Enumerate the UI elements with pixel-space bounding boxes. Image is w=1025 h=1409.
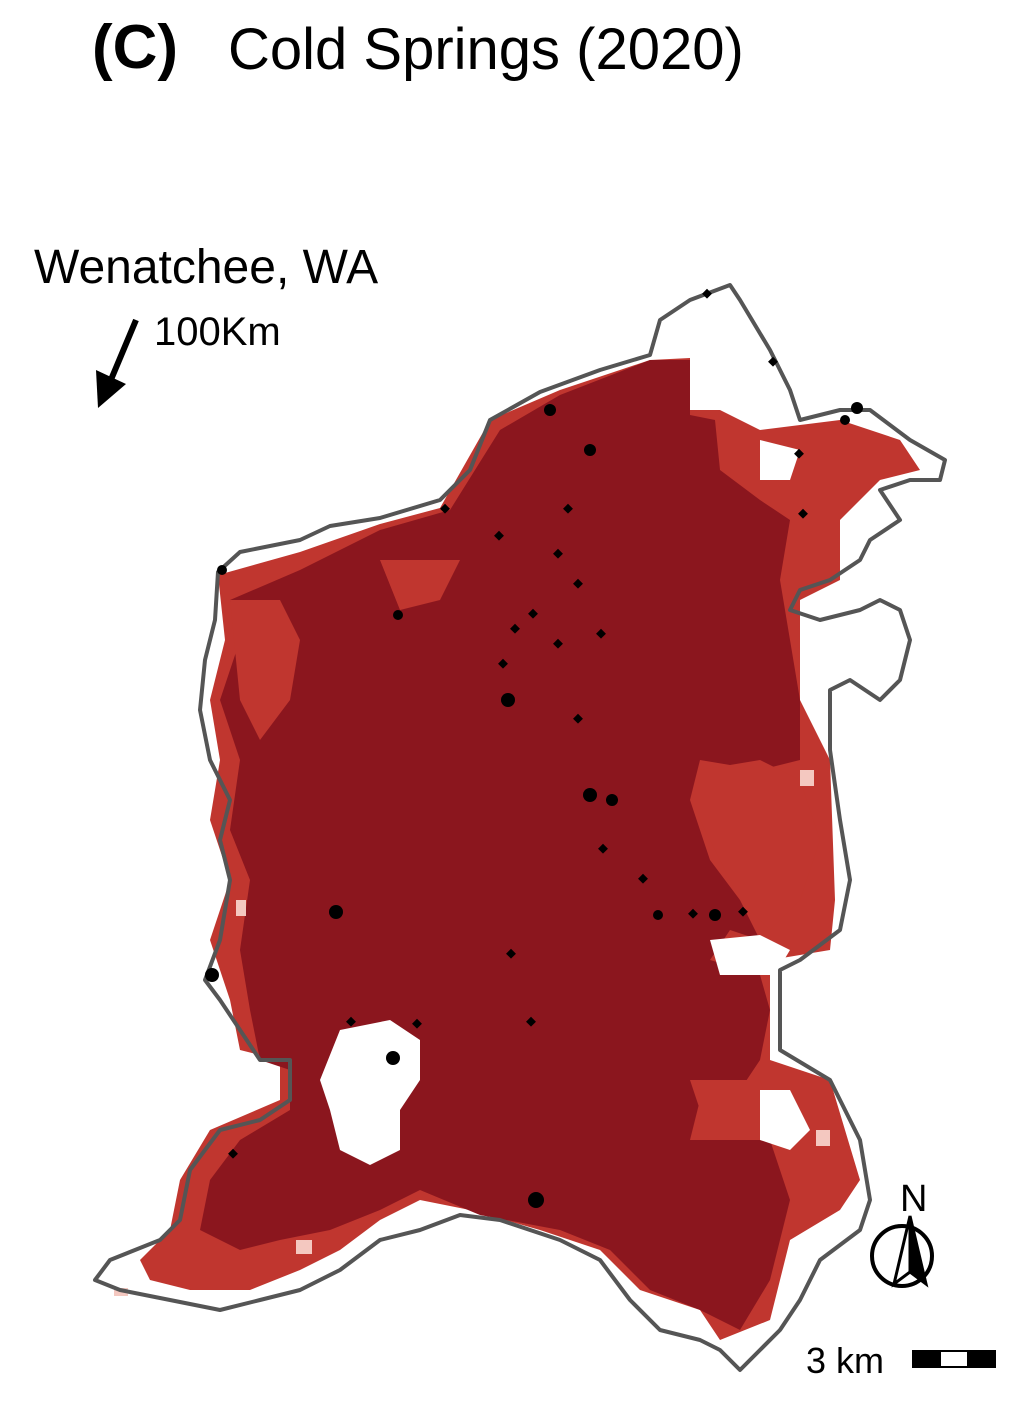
point-marker [440,503,450,514]
point-marker [606,794,618,806]
point-marker [506,948,516,959]
scale-bar-label: 3 km [806,1340,885,1381]
point-marker [702,288,712,299]
point-marker [528,1192,544,1208]
map-title: Cold Springs (2020) [228,17,744,82]
point-marker [528,608,538,619]
point-marker [638,873,648,884]
point-marker [510,623,520,634]
point-marker [794,448,804,459]
point-marker [544,404,556,416]
fire-perimeter [93,283,947,1372]
point-marker [573,713,583,724]
point-marker [709,909,721,921]
point-marker [840,415,850,425]
point-marker [688,908,698,919]
north-arrow-icon [870,1215,934,1288]
point-marker [584,444,596,456]
point-marker [563,503,573,514]
point-marker [598,843,608,854]
point-marker [798,508,808,519]
unburned-patch [710,935,790,975]
point-marker [553,548,563,559]
point-markers [205,288,863,1208]
point-marker [653,910,663,920]
point-marker [393,610,403,620]
low-severity-cell [296,1240,312,1254]
arrow-southwest-icon [96,318,139,408]
point-marker [553,638,563,649]
unburned-patch [760,440,800,480]
low-severity-cell [816,1130,830,1146]
point-marker [205,968,219,982]
point-marker [583,788,597,802]
unburned-patch [760,1090,810,1150]
panel-label: (C) [92,13,179,82]
low-severity-cell [800,770,814,786]
point-marker [596,628,606,639]
point-marker [526,1016,536,1027]
moderate-patch [700,760,820,930]
scale-bar [912,1350,996,1368]
moderate-patch [230,600,300,740]
moderate-patch [690,1080,770,1110]
point-marker [501,693,515,707]
moderate-patch [380,560,460,610]
low-severity-cell [236,900,246,916]
point-marker [386,1051,400,1065]
point-marker [851,402,863,414]
point-marker [573,578,583,589]
reference-distance-label: 100Km [154,310,281,354]
point-marker [217,565,227,575]
point-marker [768,356,778,367]
reference-city-label: Wenatchee, WA [34,241,379,294]
point-marker [738,906,748,917]
north-label: N [900,1178,928,1220]
point-marker [329,905,343,919]
